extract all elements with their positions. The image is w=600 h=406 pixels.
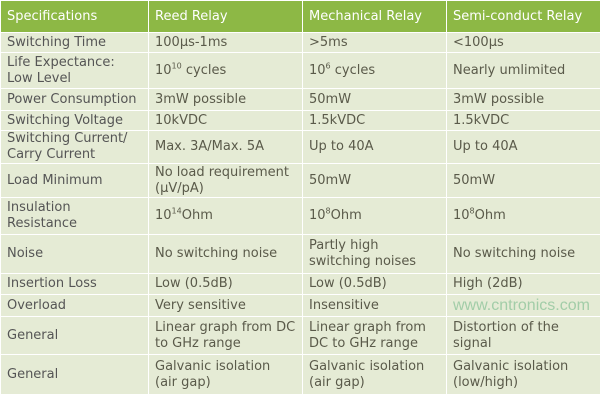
cell-mech: Insensitive [302,294,447,317]
cell-reed: 1010 cycles [148,52,303,89]
header-reed-relay: Reed Relay [148,0,303,33]
table-row: Insulation Resistance 1014Ohm 108Ohm 108Ohm [0,197,600,235]
value-exponent: 14 [171,206,182,216]
cell-reed: No load requirement (µV/pA) [148,163,303,198]
cell-reed: 3mW possible [148,88,303,111]
value-unit: Ohm [330,208,362,223]
value-base: 10 [155,62,172,78]
table-row: Switching Current/ Carry Current Max. 3A/… [0,130,600,164]
cell-mech: >5ms [302,32,447,53]
cell-semi: www.cntronics.com [446,294,600,317]
value-unit: Ohm [474,208,506,223]
cell-mech: Linear graph from DC to GHz range [302,316,447,355]
cell-reed: No switching noise [148,234,303,274]
cell-spec: General [0,316,149,355]
value-exponent: 8 [469,206,475,216]
cell-mech: Galvanic isolation (air gap) [302,354,447,395]
cell-reed: Low (0.5dB) [148,273,303,295]
table-row: Insertion Loss Low (0.5dB) Low (0.5dB) High… [0,273,600,295]
header-specifications: Specifications [0,0,149,33]
cell-mech: Up to 40A [302,130,447,164]
table-row: Power Consumption 3mW possible 50mW 3mW pos… [0,88,600,111]
cell-semi: 108Ohm [446,197,600,235]
cell-semi: Nearly umlimited [446,52,600,89]
cell-reed: Max. 3A/Max. 5A [148,130,303,164]
cell-mech: 50mW [302,88,447,111]
cell-spec: Switching Voltage [0,110,149,131]
header-semiconductor-relay: Semi-conduct Relay [446,0,600,33]
cell-spec: Power Consumption [0,88,149,111]
table-row: General Linear graph from DC to GHz range… [0,316,600,355]
cell-semi: No switching noise [446,234,600,274]
cell-spec: Noise [0,234,149,274]
cell-mech: Partly high switching noises [302,234,447,274]
value-base: 10 [453,208,470,223]
cell-spec: Overload [0,294,149,317]
cell-mech: 106 cycles [302,52,447,89]
header-row: Specifications Reed Relay Mechanical Rel… [0,0,600,33]
value-exponent: 10 [171,61,182,71]
table-row: Life Expectance: Low Level 1010 cycles 106… [0,52,600,89]
header-mechanical-relay: Mechanical Relay [302,0,447,33]
table-row: General Galvanic isolation (air gap) Galva… [0,354,600,395]
cell-spec: Switching Current/ Carry Current [0,130,149,164]
cell-reed: Galvanic isolation (air gap) [148,354,303,395]
cell-spec: Switching Time [0,32,149,53]
cell-reed: Very sensitive [148,294,303,317]
cell-reed: 1014Ohm [148,197,303,235]
value-unit: cycles [181,62,227,78]
cell-semi: 50mW [446,163,600,198]
value-unit: Ohm [181,208,213,223]
cell-reed: Linear graph from DC to GHz range [148,316,303,355]
value-base: 10 [309,62,326,78]
value-base: 10 [309,208,326,223]
cell-spec: Insertion Loss [0,273,149,295]
cell-semi: Up to 40A [446,130,600,164]
table-row: Overload Very sensitive Insensitive www.cnt… [0,294,600,317]
cell-spec: General [0,354,149,395]
cell-mech: 108Ohm [302,197,447,235]
table-row: Switching Voltage 10kVDC 1.5kVDC 1.5kVDC [0,110,600,131]
value-unit: cycles [330,62,376,78]
cell-semi: 1.5kVDC [446,110,600,131]
cell-mech: Low (0.5dB) [302,273,447,295]
cell-spec: Life Expectance: Low Level [0,52,149,89]
value-exponent: 6 [325,61,331,71]
cell-semi: Distortion of the signal [446,316,600,355]
cell-semi: <100µs [446,32,600,53]
value-base: 10 [155,208,172,223]
value-exponent: 8 [325,206,331,216]
watermark: www.cntronics.com [453,296,590,314]
cell-semi: Galvanic isolation (low/high) [446,354,600,395]
cell-spec: Load Minimum [0,163,149,198]
cell-reed: 100µs-1ms [148,32,303,53]
relay-comparison-table: Specifications Reed Relay Mechanical Rel… [0,0,600,395]
cell-spec: Insulation Resistance [0,197,149,235]
cell-semi: 3mW possible [446,88,600,111]
table-row: Switching Time 100µs-1ms >5ms <100µs [0,32,600,53]
cell-reed: 10kVDC [148,110,303,131]
cell-mech: 50mW [302,163,447,198]
table-row: Load Minimum No load requirement (µV/pA) 5… [0,163,600,198]
cell-mech: 1.5kVDC [302,110,447,131]
table-row: Noise No switching noise Partly high switc… [0,234,600,274]
cell-semi: High (2dB) [446,273,600,295]
